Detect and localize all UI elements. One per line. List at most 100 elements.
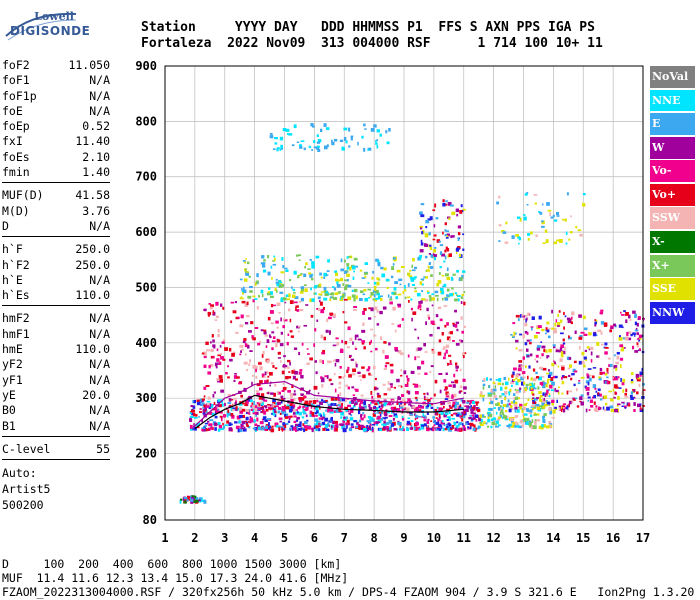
echo-point [235, 406, 238, 410]
echo-point [199, 408, 202, 410]
echo-point [443, 283, 447, 288]
echo-point [549, 212, 551, 217]
echo-point [530, 231, 533, 235]
echo-point [495, 411, 498, 415]
echo-point [201, 428, 204, 432]
echo-point [347, 366, 350, 371]
echo-point [357, 141, 359, 146]
echo-point [440, 425, 443, 429]
echo-point [203, 499, 207, 504]
echo-point [370, 291, 374, 296]
echo-point [500, 409, 504, 413]
echo-point [443, 305, 448, 307]
echo-point [347, 284, 352, 288]
echo-point [408, 403, 411, 406]
echo-point [266, 379, 269, 383]
echo-point [244, 278, 248, 282]
echo-point [373, 365, 376, 370]
echo-point [279, 412, 282, 415]
echo-point [404, 296, 407, 300]
echo-point [383, 420, 386, 424]
echo-point [407, 398, 411, 402]
echo-point [319, 283, 322, 287]
echo-point [489, 407, 493, 411]
echo-point [211, 334, 214, 338]
param-row: M(D) 3.76 [2, 204, 110, 219]
echo-point [549, 425, 552, 429]
echo-point [268, 422, 270, 426]
echo-point [613, 384, 618, 389]
echo-point [493, 392, 496, 395]
echo-point [315, 414, 318, 417]
echo-point [523, 417, 527, 422]
echo-point [292, 393, 297, 396]
echo-point [361, 329, 366, 333]
echo-point [201, 400, 204, 403]
echo-point [315, 371, 318, 375]
echo-point [406, 426, 409, 429]
echo-point [474, 417, 476, 420]
echo-point [330, 425, 333, 429]
echo-point [291, 384, 294, 388]
echo-point [332, 359, 336, 362]
echo-point [533, 335, 538, 339]
echo-point [552, 375, 556, 379]
echo-point [242, 421, 246, 425]
echo-point [218, 424, 222, 429]
echo-point [424, 351, 428, 353]
echo-point [254, 408, 258, 411]
echo-point [585, 408, 588, 413]
echo-point [281, 408, 285, 412]
echo-point [440, 411, 443, 415]
echo-point [526, 409, 530, 412]
echo-point [491, 421, 496, 426]
echo-point [266, 371, 269, 374]
echo-point [455, 362, 458, 366]
echo-point [483, 378, 486, 382]
echo-point [526, 204, 529, 206]
echo-point [578, 314, 582, 318]
echo-point [217, 422, 221, 425]
echo-point [303, 273, 307, 278]
param-row: fmin 1.40 [2, 165, 110, 180]
echo-point [604, 351, 608, 355]
echo-point [438, 416, 441, 419]
echo-point [343, 272, 347, 274]
echo-point [350, 135, 354, 138]
echo-point [404, 285, 406, 289]
echo-point [238, 382, 242, 385]
echo-point [378, 278, 381, 281]
echo-point [519, 314, 522, 318]
echo-point [414, 418, 417, 421]
echo-point [363, 414, 366, 419]
echo-point [459, 404, 462, 409]
echo-point [493, 407, 496, 409]
echo-point [243, 286, 245, 291]
echo-point [379, 413, 382, 417]
echo-point [321, 421, 326, 426]
echo-point [454, 427, 458, 432]
echo-point [510, 425, 515, 428]
echo-point [447, 393, 450, 396]
echo-point [300, 273, 303, 275]
echo-point [315, 426, 319, 431]
echo-point [216, 348, 219, 352]
echo-point [444, 386, 448, 390]
echo-point [340, 348, 344, 351]
echo-point [466, 405, 470, 409]
echo-point [599, 367, 603, 372]
echo-point [348, 356, 352, 358]
echo-point [578, 336, 583, 340]
echo-point [580, 401, 584, 406]
echo-point [420, 203, 425, 206]
echo-point [255, 390, 259, 393]
echo-point [579, 233, 583, 237]
echo-point [274, 142, 278, 145]
echo-point [287, 133, 289, 135]
echo-point [487, 393, 492, 397]
echo-point [593, 401, 596, 405]
echo-point [350, 414, 353, 417]
echo-point [393, 413, 398, 417]
echo-point [329, 298, 332, 302]
echo-point [601, 371, 605, 375]
